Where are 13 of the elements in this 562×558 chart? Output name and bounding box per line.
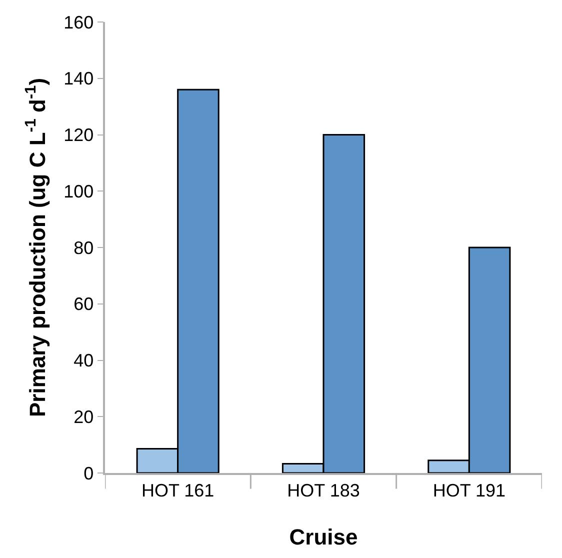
x-axis-title: Cruise: [289, 524, 358, 550]
y-tick-label: 40: [74, 350, 94, 371]
y-tick-label: 60: [74, 294, 94, 314]
y-tick-label: 140: [64, 68, 94, 89]
y-tick-label: 80: [74, 238, 94, 258]
x-tick-label: HOT 161: [141, 480, 214, 500]
x-tick-label: HOT 183: [287, 480, 360, 500]
x-tick-label: HOT 191: [432, 480, 506, 500]
y-tick-label: 100: [64, 181, 94, 202]
y-tick-label: 160: [64, 12, 94, 32]
y-tick-label: 120: [64, 125, 94, 146]
y-tick-label: 20: [74, 406, 94, 427]
y-tick-label: 0: [84, 463, 94, 484]
